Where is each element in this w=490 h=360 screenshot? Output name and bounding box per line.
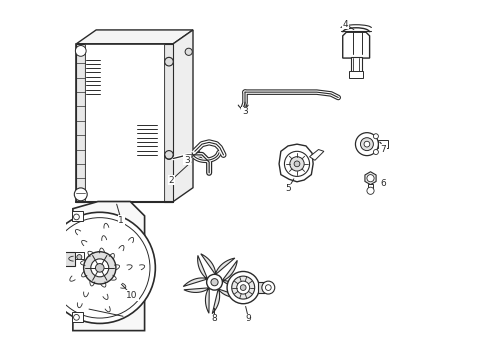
Polygon shape [258, 282, 269, 293]
Polygon shape [183, 255, 207, 287]
Text: 1: 1 [119, 216, 124, 225]
Circle shape [207, 274, 222, 290]
Polygon shape [164, 44, 173, 202]
Circle shape [364, 141, 370, 147]
Circle shape [44, 212, 155, 323]
Polygon shape [73, 202, 145, 330]
Polygon shape [279, 144, 313, 182]
Text: 8: 8 [212, 314, 218, 323]
Circle shape [355, 133, 378, 156]
Circle shape [49, 218, 150, 318]
Text: 3: 3 [184, 156, 190, 165]
Circle shape [74, 188, 87, 201]
Circle shape [285, 151, 310, 176]
Circle shape [294, 161, 300, 167]
Bar [349, 71, 364, 78]
Polygon shape [212, 289, 243, 314]
Circle shape [91, 259, 109, 277]
Bar [72, 312, 83, 321]
Circle shape [237, 281, 250, 294]
Polygon shape [201, 254, 235, 274]
Circle shape [74, 315, 79, 320]
Circle shape [240, 285, 246, 291]
Circle shape [165, 57, 173, 66]
Circle shape [367, 175, 374, 182]
Text: 10: 10 [126, 291, 138, 300]
Circle shape [77, 255, 82, 260]
Polygon shape [310, 149, 324, 160]
Polygon shape [222, 260, 244, 294]
Text: 6: 6 [380, 179, 386, 188]
Circle shape [290, 157, 304, 171]
Polygon shape [76, 30, 193, 44]
Polygon shape [343, 32, 369, 58]
Circle shape [84, 252, 116, 284]
Circle shape [74, 214, 79, 220]
Circle shape [75, 45, 86, 56]
Circle shape [165, 150, 173, 159]
Bar [74, 252, 84, 259]
Text: 2: 2 [169, 176, 174, 185]
Circle shape [373, 134, 378, 139]
Circle shape [373, 149, 378, 154]
Text: 7: 7 [380, 145, 386, 154]
Polygon shape [378, 140, 389, 148]
Text: 4: 4 [343, 19, 348, 28]
Circle shape [361, 138, 373, 150]
Polygon shape [173, 30, 193, 202]
Text: 9: 9 [245, 314, 251, 323]
Bar [351, 57, 362, 72]
Polygon shape [76, 44, 85, 202]
Circle shape [367, 187, 374, 194]
Circle shape [96, 264, 104, 272]
Text: 5: 5 [285, 184, 291, 193]
Polygon shape [76, 44, 173, 202]
Circle shape [266, 285, 271, 291]
Polygon shape [184, 288, 209, 313]
Circle shape [262, 281, 275, 294]
Text: 3: 3 [242, 107, 248, 116]
Circle shape [227, 271, 259, 304]
Polygon shape [64, 252, 74, 266]
Bar [368, 184, 373, 191]
Polygon shape [365, 172, 376, 185]
Bar [85, 44, 164, 202]
Circle shape [211, 279, 218, 286]
Circle shape [185, 48, 192, 55]
Circle shape [232, 276, 255, 299]
Bar [72, 211, 83, 221]
